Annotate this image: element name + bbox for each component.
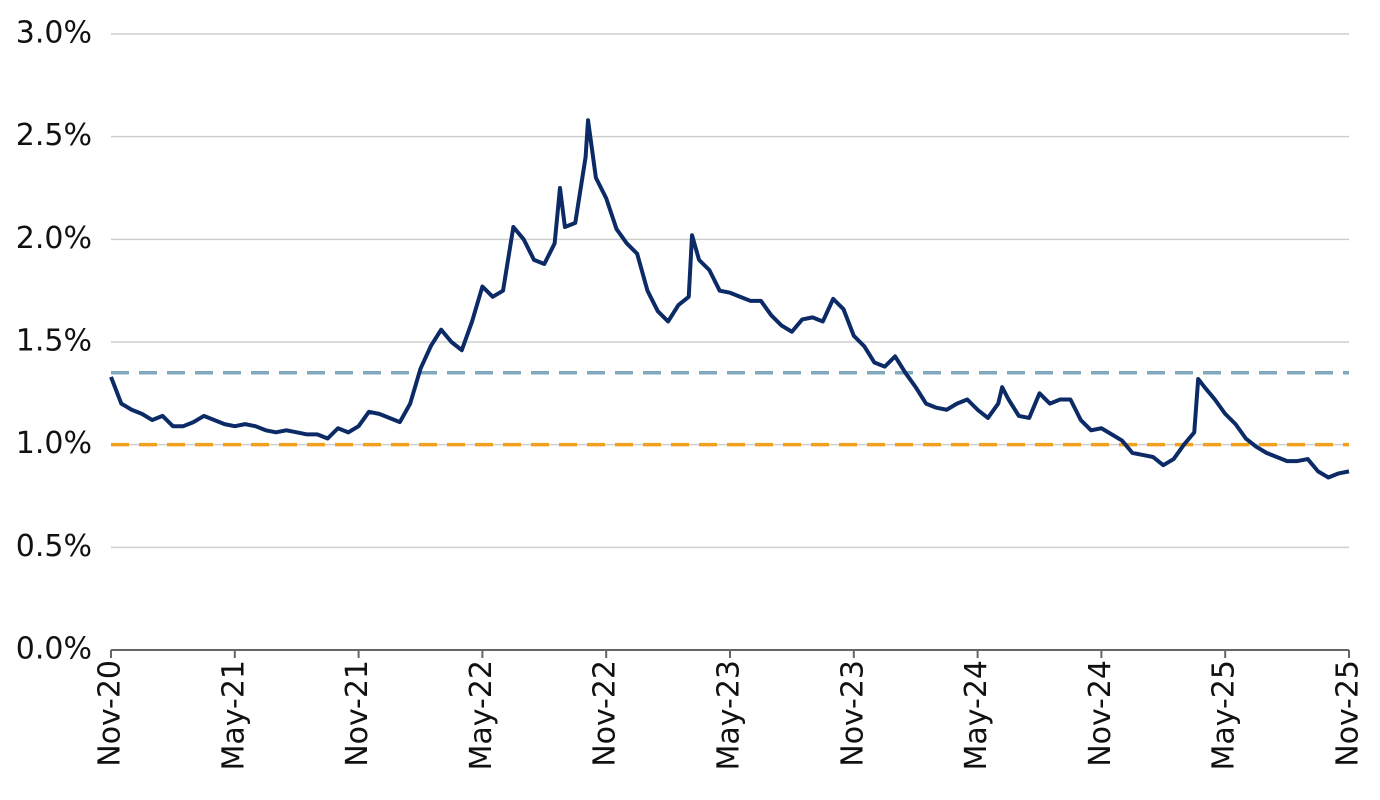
y-tick-label: 2.5% — [16, 118, 92, 153]
x-tick-label: May-22 — [464, 660, 499, 771]
x-tick-label: May-25 — [1207, 660, 1242, 771]
x-tick-label: Nov-21 — [340, 660, 375, 767]
x-tick-label: Nov-24 — [1083, 660, 1118, 767]
x-tick-label: May-23 — [712, 660, 747, 771]
y-tick-label: 0.5% — [16, 529, 92, 564]
data-line — [109, 118, 1350, 480]
x-tick-label: May-24 — [959, 660, 994, 771]
x-tick-label: Nov-22 — [588, 660, 623, 767]
y-tick-label: 0.0% — [16, 632, 92, 667]
x-tick-label: Nov-23 — [835, 660, 870, 767]
y-tick-label: 1.0% — [16, 426, 92, 461]
x-tick-label: May-21 — [216, 660, 251, 771]
y-tick-label: 1.5% — [16, 324, 92, 359]
x-tick-label: Nov-20 — [93, 660, 128, 767]
y-tick-label: 2.0% — [16, 221, 92, 256]
y-tick-label: 3.0% — [16, 16, 92, 51]
x-tick-label: Nov-25 — [1331, 660, 1366, 767]
